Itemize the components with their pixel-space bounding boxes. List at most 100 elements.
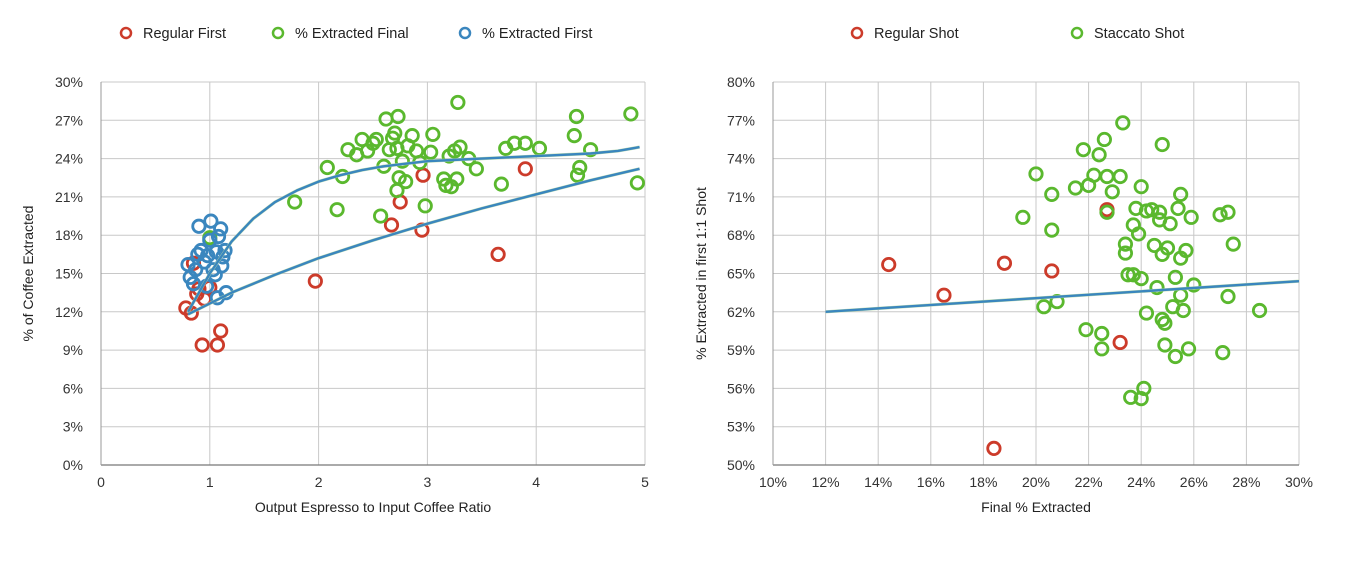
data-point — [1136, 380, 1152, 396]
data-point — [996, 255, 1013, 271]
x-tick-label: 28% — [1232, 474, 1260, 490]
data-point — [1152, 204, 1168, 220]
data-point — [1138, 305, 1155, 321]
y-tick-label: 56% — [727, 380, 755, 396]
data-point — [213, 221, 229, 237]
data-point — [1075, 142, 1091, 158]
data-point — [188, 262, 204, 278]
y-tick-label: 53% — [727, 419, 755, 435]
data-point — [881, 256, 897, 273]
data-point — [209, 337, 226, 353]
data-point — [1144, 202, 1160, 218]
data-point — [493, 176, 509, 192]
series-1 — [178, 161, 533, 353]
data-point — [1125, 267, 1141, 283]
data-point — [1044, 263, 1060, 279]
data-point — [1044, 222, 1060, 238]
x-tick-label: 2 — [315, 474, 323, 490]
data-point — [1130, 226, 1147, 242]
data-point — [566, 128, 582, 144]
y-tick-label: 15% — [55, 266, 83, 282]
data-point — [1094, 325, 1110, 342]
data-point — [1175, 302, 1191, 319]
x-tick-label: 22% — [1075, 474, 1103, 490]
data-point — [1251, 302, 1268, 319]
data-point — [623, 106, 639, 122]
y-tick-label: 21% — [55, 189, 83, 205]
data-point — [517, 135, 533, 151]
series-1 — [881, 202, 1128, 457]
data-point — [506, 135, 523, 151]
data-point — [531, 140, 548, 156]
data-point — [1178, 242, 1194, 259]
data-point — [1099, 168, 1115, 185]
data-point — [203, 213, 219, 229]
x-tick-label: 30% — [1285, 474, 1313, 490]
data-point — [210, 228, 227, 245]
data-point — [1170, 200, 1186, 216]
data-point — [1123, 389, 1139, 405]
legend-label: % Extracted Final — [295, 26, 409, 42]
x-tick-label: 3 — [424, 474, 432, 490]
y-tick-label: 6% — [63, 380, 83, 396]
data-point — [1157, 315, 1173, 331]
legend-marker — [458, 26, 472, 40]
data-point — [1162, 216, 1178, 232]
y-tick-label: 12% — [55, 304, 83, 320]
data-point — [319, 159, 335, 176]
data-point — [217, 242, 233, 259]
x-tick-label: 5 — [641, 474, 649, 490]
data-point — [387, 125, 403, 141]
x-tick-label: 0 — [97, 474, 105, 490]
data-point — [1133, 271, 1149, 287]
data-point — [1104, 184, 1120, 200]
x-tick-label: 24% — [1127, 474, 1155, 490]
data-point — [191, 218, 207, 234]
data-point — [1133, 179, 1149, 195]
y-tick-label: 27% — [55, 112, 83, 128]
data-point — [373, 208, 389, 224]
data-point — [1133, 391, 1149, 407]
data-point — [1215, 345, 1231, 361]
x-tick-label: 12% — [812, 474, 840, 490]
data-point — [449, 171, 465, 187]
data-point — [569, 167, 586, 183]
y-tick-label: 68% — [727, 227, 755, 243]
legend-marker — [271, 26, 285, 40]
data-point — [1212, 207, 1228, 223]
data-point — [450, 94, 466, 111]
data-point — [1094, 341, 1110, 357]
data-point — [404, 128, 420, 144]
data-point — [1167, 269, 1183, 285]
y-tick-label: 3% — [63, 419, 83, 435]
y-tick-label: 59% — [727, 342, 755, 358]
legend-label: Staccato Shot — [1094, 26, 1184, 42]
data-point — [1154, 136, 1170, 153]
x-tick-label: 4 — [532, 474, 540, 490]
data-point — [1028, 166, 1044, 182]
data-point — [1173, 287, 1189, 303]
x-axis-title: Final % Extracted — [981, 499, 1091, 515]
data-point — [582, 142, 599, 158]
data-point — [572, 159, 588, 176]
data-point — [1120, 267, 1136, 283]
legend-label: Regular First — [143, 26, 226, 42]
data-point — [1078, 322, 1094, 338]
y-axis-title: % Extracted in first 1:1 Shot — [693, 187, 709, 360]
y-tick-label: 80% — [727, 74, 755, 90]
y-tick-label: 62% — [727, 304, 755, 320]
data-point — [383, 217, 400, 233]
chart-1: 0% 3% 6% 9% 12% 15% 18% 21% 24% 27% 30% 0 1 2 3 4 5 Outpu… — [20, 26, 649, 515]
x-tick-label: 1 — [206, 474, 214, 490]
data-point — [1167, 348, 1183, 365]
data-point — [1117, 236, 1134, 252]
y-tick-label: 0% — [63, 457, 83, 473]
chart-2: 50% 53% 56% 59% 62% 65% 68% 71% 74% 77% 80% 10% 12% 1… — [693, 26, 1313, 515]
data-point — [213, 323, 229, 339]
data-point — [1159, 240, 1176, 256]
legend-label: % Extracted First — [482, 26, 592, 42]
y-tick-label: 50% — [727, 457, 755, 473]
data-point — [1044, 186, 1060, 202]
trendline — [187, 167, 640, 316]
legend-label: Regular Shot — [874, 26, 959, 42]
